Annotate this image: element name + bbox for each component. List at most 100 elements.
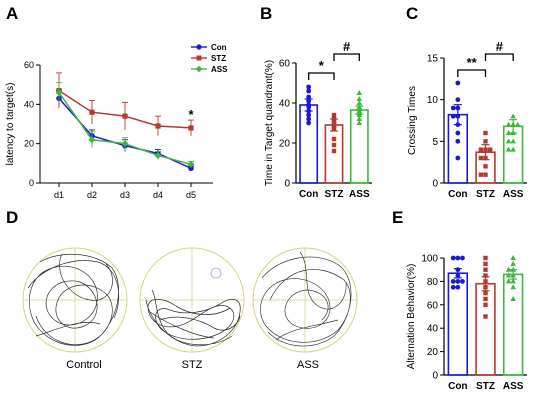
data-point-b-con	[306, 84, 312, 90]
track-label-ass: ASS	[297, 359, 319, 371]
data-point-c-stz	[483, 139, 488, 144]
data-point-e-ass	[510, 272, 516, 278]
y-tick-label-e: 20	[427, 347, 439, 358]
data-point-c-stz	[483, 130, 488, 136]
data-point-e-stz	[483, 273, 488, 278]
track-label-stz: STZ	[182, 359, 203, 371]
data-point-c-con	[455, 105, 461, 111]
data-point-c-con	[450, 113, 456, 119]
data-point-e-ass	[510, 284, 516, 290]
y-tick-label-e: 60	[427, 300, 439, 311]
data-point-b-con	[306, 98, 312, 104]
data-point-b-con	[306, 108, 312, 114]
data-point-e-stz	[483, 267, 488, 272]
x-tick-label-c: Con	[448, 189, 467, 200]
y-tick-label-a: 60	[24, 60, 34, 70]
y-axis-label-b: Time in Target quandrant(%)	[264, 60, 275, 186]
data-point-e-ass	[505, 272, 512, 278]
chart-a-latency: 0 20 40 60 d1 d2 d3 d4 d5 latency to target(s) * Co…	[5, 43, 228, 200]
data-point-b-ass	[356, 100, 363, 105]
panel-letter-c: C	[406, 4, 418, 23]
data-point-b-stz	[331, 114, 337, 120]
chart-b-target-quadrant: 0 20 40 60 Time in Target quandrant(%) Con STZ…	[264, 39, 372, 200]
legend-marker-ass	[195, 65, 203, 73]
data-point-e-stz	[483, 255, 488, 261]
data-point-b-ass	[356, 120, 363, 125]
legend-marker-stz	[196, 55, 202, 61]
data-point-e-con	[460, 255, 465, 261]
panel-letter-b: B	[260, 4, 272, 23]
point-con	[188, 165, 194, 172]
chart-e-alternation: 0 20 40 60 80 100 Alternation Behavior(%) Con ST…	[406, 254, 527, 392]
point-stz	[155, 123, 161, 129]
data-point-c-stz	[483, 155, 488, 161]
significance-label-b: #	[343, 39, 351, 54]
data-point-c-ass	[505, 138, 512, 144]
data-point-b-con	[306, 94, 312, 100]
y-tick-label-e: 80	[427, 277, 439, 288]
data-point-c-stz	[478, 147, 484, 152]
data-point-b-ass	[356, 90, 363, 95]
data-point-c-stz	[487, 147, 493, 152]
x-tick-label-b: ASS	[349, 189, 370, 200]
data-point-b-con	[306, 112, 312, 118]
data-point-c-con	[450, 105, 456, 111]
y-tick-label-e: 40	[427, 324, 439, 335]
data-point-b-ass	[356, 116, 363, 121]
data-point-b-ass	[356, 96, 363, 101]
track-control	[22, 247, 128, 353]
significance-bracket-b	[308, 72, 335, 80]
y-tick-label-b: 40	[279, 99, 291, 110]
data-point-e-stz	[483, 279, 488, 284]
legend-marker-con	[196, 44, 202, 50]
x-tick-label-c: ASS	[503, 189, 524, 200]
legend-label-ass: ASS	[211, 65, 228, 74]
data-point-c-ass	[505, 121, 512, 127]
y-axis-label-c: Crossing Times	[407, 86, 418, 155]
data-point-e-ass	[505, 278, 512, 284]
data-point-e-con	[455, 273, 461, 278]
data-point-c-stz	[478, 172, 484, 177]
data-point-e-ass	[510, 255, 516, 260]
data-point-e-con	[455, 279, 461, 284]
data-point-c-con	[455, 122, 461, 128]
panel-d-swim-tracks: Control STZ ASS	[22, 247, 358, 371]
data-point-e-con	[450, 255, 456, 261]
x-tick-label-b: STZ	[325, 189, 344, 200]
y-tick-label-a: 20	[24, 139, 34, 149]
y-tick-label-e: 100	[421, 254, 438, 265]
data-point-e-stz	[483, 302, 488, 307]
point-ass	[88, 136, 96, 144]
y-tick-label-c: 15	[427, 54, 439, 65]
data-point-c-con	[455, 113, 461, 119]
data-point-b-ass	[356, 112, 363, 117]
data-point-e-stz	[483, 314, 488, 319]
x-tick-label-e: ASS	[503, 381, 524, 392]
data-point-c-ass	[510, 113, 516, 119]
significance-bracket-b	[333, 53, 360, 61]
significance-bracket-c	[484, 53, 514, 61]
data-point-e-con	[450, 279, 456, 284]
point-stz	[89, 109, 95, 115]
track-stz	[139, 247, 245, 353]
data-point-c-ass	[505, 146, 512, 152]
significance-label-b: *	[319, 58, 325, 73]
data-point-c-stz	[478, 155, 484, 161]
panel-letter-a: A	[6, 4, 18, 23]
panel-letter-e: E	[392, 208, 403, 227]
y-tick-label-c: 0	[432, 179, 438, 190]
data-point-b-con	[306, 116, 312, 122]
data-point-c-ass	[510, 146, 516, 152]
data-point-e-con	[460, 279, 465, 284]
data-point-e-ass	[510, 266, 516, 272]
x-tick-label-a: d4	[153, 190, 163, 200]
data-point-e-stz	[483, 290, 488, 296]
point-ass	[154, 151, 162, 159]
data-point-b-stz	[331, 136, 337, 142]
y-tick-label-b: 60	[279, 59, 291, 70]
x-tick-label-a: d5	[186, 190, 196, 200]
track-path-control	[27, 253, 120, 346]
data-point-e-con	[450, 284, 456, 290]
data-point-c-con	[455, 155, 461, 161]
x-tick-label-a: d1	[54, 190, 64, 200]
